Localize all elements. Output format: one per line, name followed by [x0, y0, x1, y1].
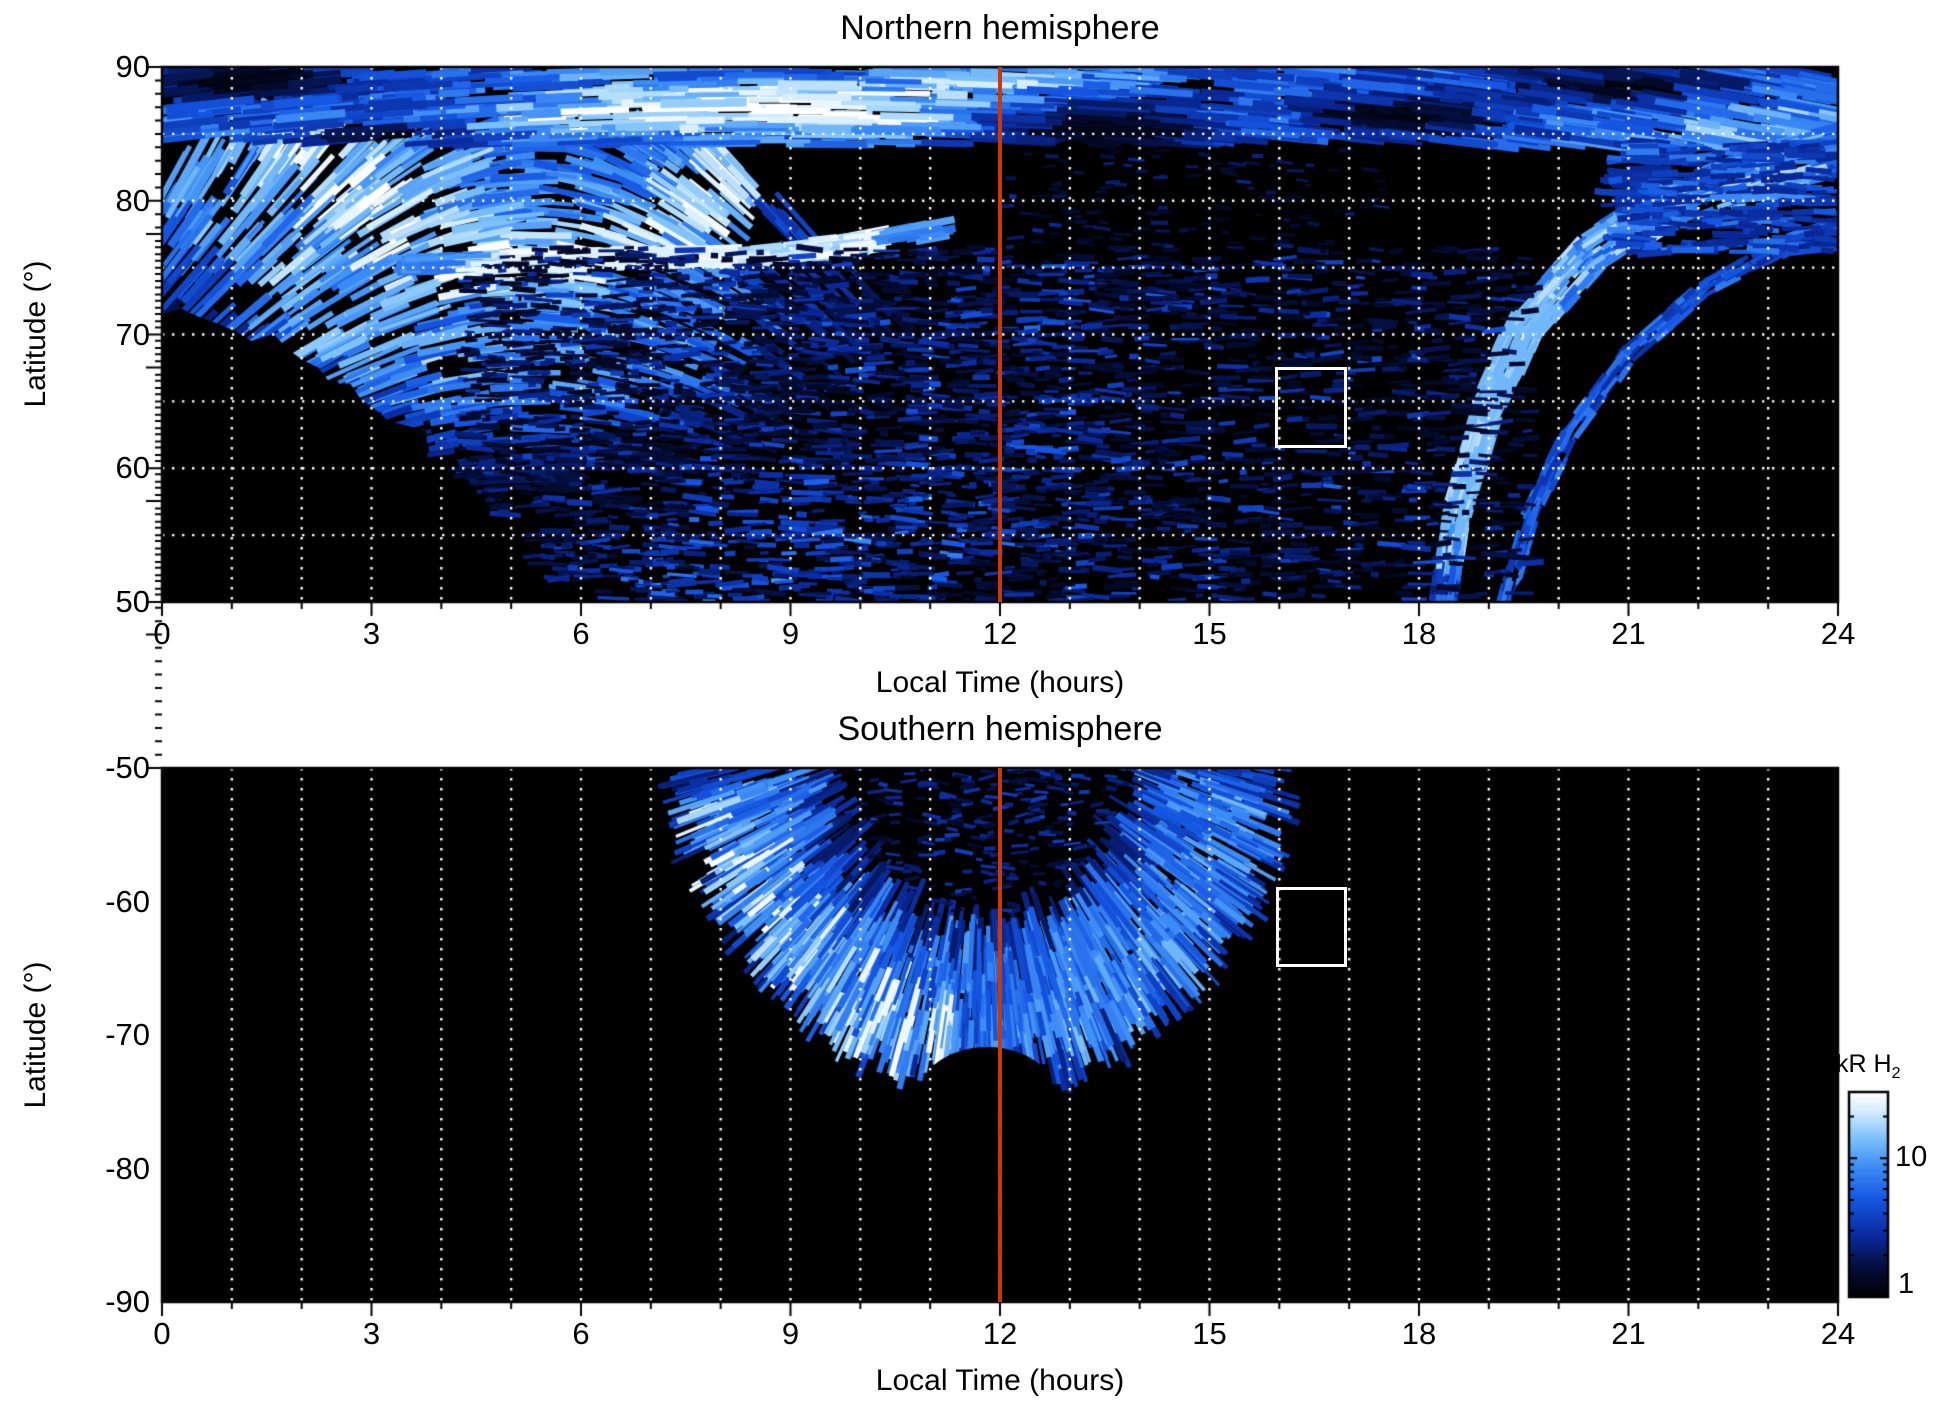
- x-tick-label: 3: [362, 1316, 381, 1351]
- x-tick-label: 24: [1820, 616, 1856, 651]
- y-tick-label: 70: [115, 316, 150, 352]
- y-tick-label: -80: [105, 1150, 150, 1186]
- x-tick-label: 21: [1611, 616, 1646, 651]
- noon-reference-line-south: [997, 768, 1002, 1302]
- x-tick-label: 24: [1820, 1316, 1856, 1351]
- x-tick-label: 9: [781, 616, 800, 651]
- colorbar-tick-1: 1: [1898, 1268, 1915, 1300]
- y-tick-label: 80: [115, 182, 150, 218]
- y-tick-label: -60: [105, 883, 150, 919]
- colorbar-tick-10: 10: [1895, 1141, 1928, 1173]
- x-tick-label: 0: [153, 1316, 171, 1351]
- x-tick-label: 18: [1401, 1316, 1437, 1351]
- x-tick-label: 18: [1401, 616, 1437, 651]
- x-tick-label: 3: [362, 616, 381, 651]
- x-tick-label: 15: [1192, 616, 1227, 651]
- roi-box-north: [1275, 366, 1348, 449]
- north-panel-title: Northern hemisphere: [840, 9, 1160, 47]
- roi-box-south: [1275, 886, 1348, 967]
- y-tick-label: 60: [115, 450, 150, 486]
- y-tick-label: 90: [115, 49, 150, 84]
- south-x-axis-label: Local Time (hours): [875, 1364, 1125, 1397]
- y-tick-label: -90: [105, 1284, 150, 1319]
- y-tick-label: 50: [115, 584, 150, 619]
- x-tick-label: 9: [781, 1316, 800, 1351]
- noon-reference-line-north: [997, 67, 1002, 602]
- x-tick-label: 21: [1611, 1316, 1646, 1351]
- y-tick-label: -70: [105, 1017, 150, 1052]
- south-panel-title: Southern hemisphere: [837, 710, 1163, 748]
- colorbar-title: kR H2: [1836, 1050, 1901, 1082]
- x-tick-label: 6: [572, 616, 590, 651]
- x-tick-label: 15: [1192, 1316, 1227, 1351]
- x-tick-label: 6: [572, 1316, 590, 1351]
- y-tick-label: -50: [105, 750, 150, 785]
- x-tick-label: 12: [982, 1316, 1018, 1351]
- north-x-axis-label: Local Time (hours): [875, 666, 1125, 699]
- x-tick-label: 0: [153, 616, 171, 651]
- x-tick-label: 12: [982, 616, 1018, 651]
